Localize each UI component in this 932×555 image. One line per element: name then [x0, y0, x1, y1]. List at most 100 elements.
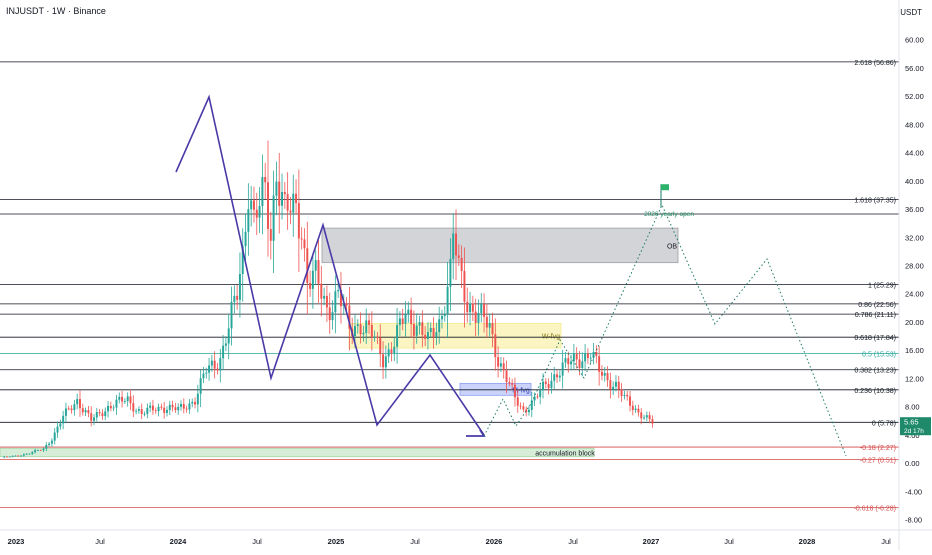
candle-body	[328, 307, 331, 321]
candle-body	[177, 406, 180, 411]
candle-body	[306, 248, 309, 283]
candle-body	[101, 413, 104, 417]
candle-body	[365, 320, 368, 333]
candle-body	[373, 336, 376, 338]
candle-body	[331, 312, 334, 321]
candle-body	[45, 445, 48, 449]
candle-body	[95, 412, 98, 418]
candle-body	[53, 432, 56, 441]
candle-body	[384, 356, 387, 368]
candle-body	[230, 302, 233, 329]
candle-body	[247, 209, 250, 232]
candle-body	[455, 233, 457, 256]
time-axis-tick: 2024	[170, 537, 188, 546]
candle-body	[56, 426, 59, 433]
candle-body	[25, 453, 28, 455]
candle-body	[250, 200, 253, 210]
candle-body	[418, 322, 421, 326]
price-axis-tick: 40.00	[905, 177, 924, 186]
candle-body	[567, 358, 570, 365]
candle-body	[292, 193, 295, 213]
time-axis-layer: 2023 Jul 2024 Jul 2025 Jul 2026 Jul 2027 Jul 2028 J…	[0, 529, 932, 546]
candle-body	[527, 409, 530, 413]
candle-body	[600, 371, 603, 376]
candle-body	[466, 301, 469, 313]
candle-body	[345, 303, 348, 306]
candle-body	[480, 304, 483, 314]
zone-box	[321, 227, 679, 264]
candle-body	[553, 374, 556, 381]
candle-body	[497, 357, 500, 367]
candle-body	[415, 325, 418, 336]
candle-body	[42, 448, 45, 451]
candle-body	[334, 291, 337, 313]
candle-body	[70, 408, 73, 411]
candle-body	[356, 324, 359, 327]
candle-body	[205, 372, 208, 374]
candle-body	[643, 417, 646, 419]
candle-body	[146, 407, 149, 414]
candle-body	[191, 401, 194, 404]
candle-body	[325, 295, 328, 308]
candle-body	[194, 401, 197, 405]
candle-body	[17, 455, 20, 457]
candle-body	[474, 311, 477, 323]
candle-body	[609, 380, 612, 390]
price-axis-tick: 44.00	[905, 149, 924, 158]
currency-label[interactable]: USDT	[900, 8, 922, 17]
candle-body	[171, 404, 174, 408]
candle-body	[39, 450, 42, 451]
candle-body	[648, 415, 651, 420]
zone-label: OB	[667, 243, 677, 250]
candle-body	[137, 409, 140, 411]
candle-body	[107, 405, 110, 412]
candle-body	[132, 403, 135, 412]
candle-body	[561, 362, 564, 376]
fib-level-label: 1.618 (37.35)	[854, 198, 896, 205]
candle-body	[168, 404, 171, 410]
candle-body	[213, 360, 216, 369]
candle-body	[354, 326, 356, 337]
candle-body	[255, 209, 258, 218]
candle-body	[151, 405, 154, 411]
candle-body	[98, 412, 101, 414]
price-axis-tick: 20.00	[905, 318, 924, 327]
candle-body	[272, 195, 275, 241]
candle-body	[202, 373, 205, 379]
candle-body	[224, 343, 227, 346]
candle-body	[267, 182, 269, 229]
price-badge-value: 5.65	[904, 418, 919, 427]
pattern-arrow	[466, 429, 486, 437]
candle-body	[264, 177, 267, 183]
candle-body	[185, 408, 188, 410]
candle-body	[73, 404, 76, 411]
candle-body	[570, 361, 573, 365]
candle-body	[446, 286, 449, 315]
candle-body	[508, 381, 511, 384]
candle-body	[362, 332, 365, 335]
zone-box	[459, 382, 532, 396]
candle-body	[463, 271, 466, 302]
candle-body	[407, 309, 410, 315]
projection-path	[483, 203, 847, 457]
candle-body	[460, 257, 463, 272]
price-badge	[900, 417, 931, 436]
candle-body	[269, 228, 272, 241]
yearly-open-label: 2026 yearly open	[644, 211, 694, 218]
candle-body	[34, 450, 37, 453]
time-axis-tick: 2026	[486, 537, 503, 546]
time-axis-tick: Jul	[410, 537, 420, 546]
candle-body	[165, 409, 168, 413]
candle-body	[556, 374, 559, 378]
candle-body	[387, 349, 390, 357]
candle-body	[93, 417, 95, 421]
fib-level-label: -0.18 (2.27)	[860, 445, 896, 452]
candle-body	[536, 396, 539, 398]
candle-body	[558, 375, 561, 378]
candle-body	[584, 353, 587, 362]
time-axis-tick: 2025	[328, 537, 345, 546]
candle-body	[118, 396, 121, 400]
candle-body	[614, 381, 617, 387]
